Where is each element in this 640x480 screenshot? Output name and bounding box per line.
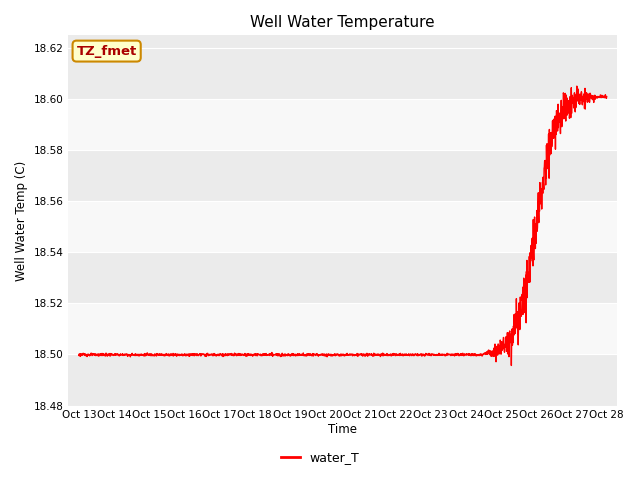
Bar [68,252,617,303]
Y-axis label: Well Water Temp (C): Well Water Temp (C) [15,160,28,281]
Bar [68,99,617,150]
Bar [68,201,617,252]
Title: Well Water Temperature: Well Water Temperature [250,15,435,30]
Text: TZ_fmet: TZ_fmet [77,45,137,58]
Bar [68,355,617,406]
Legend: water_T: water_T [276,446,364,469]
Bar [68,48,617,99]
X-axis label: Time: Time [328,423,357,436]
Bar [68,150,617,201]
Bar [68,303,617,355]
